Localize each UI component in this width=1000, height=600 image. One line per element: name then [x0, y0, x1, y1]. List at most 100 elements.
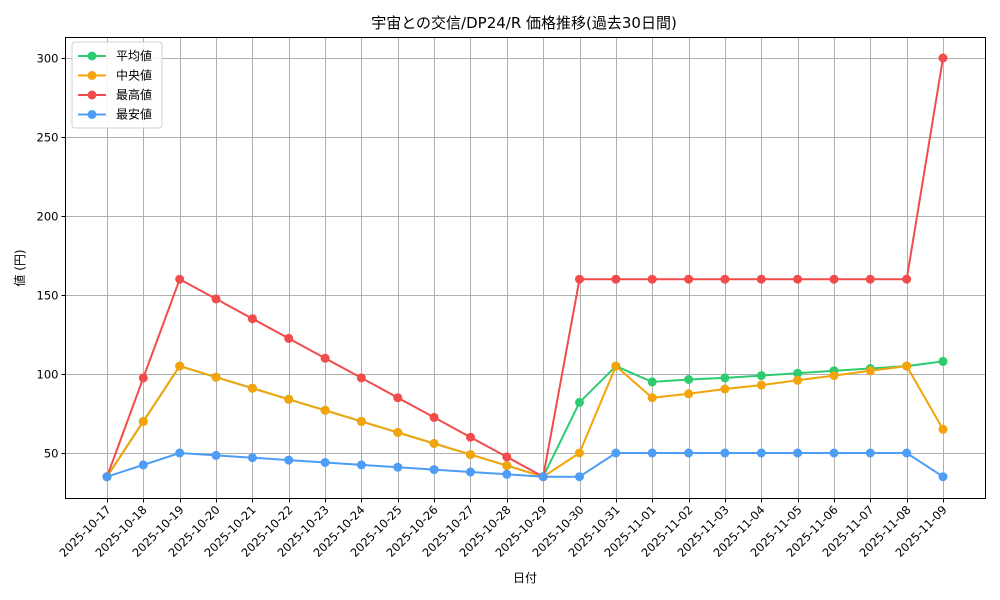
- data-point: [902, 361, 912, 371]
- y-tick-label: 100: [37, 368, 59, 382]
- data-point: [284, 455, 294, 465]
- series-3: [102, 448, 948, 482]
- data-point: [647, 393, 657, 403]
- data-point: [720, 384, 730, 394]
- y-tick-label: 300: [37, 52, 59, 66]
- grid-lines: [65, 37, 986, 499]
- legend-marker-icon: [87, 90, 97, 100]
- legend-marker-icon: [87, 110, 97, 119]
- data-point: [175, 448, 185, 458]
- series-line: [106, 452, 944, 478]
- data-point: [902, 448, 912, 458]
- legend-label: 最高値: [116, 87, 152, 102]
- data-point: [211, 450, 221, 460]
- data-point: [865, 448, 875, 458]
- data-point: [393, 428, 403, 437]
- legend-item: 最安値: [78, 107, 152, 122]
- data-point: [247, 453, 257, 463]
- data-point: [902, 274, 912, 284]
- y-axis-ticks: 50 100 150 200 250 300: [37, 52, 66, 461]
- series-line: [106, 57, 944, 478]
- data-point: [793, 375, 803, 385]
- legend-item: 最高値: [78, 87, 152, 102]
- data-point: [829, 371, 839, 381]
- y-axis-label: 値 (円): [12, 249, 27, 286]
- x-axis-label: 日付: [513, 571, 537, 585]
- data-point: [320, 353, 330, 363]
- series-1: [102, 361, 948, 482]
- data-point: [429, 439, 439, 448]
- data-point: [793, 274, 803, 284]
- data-point: [611, 361, 621, 371]
- data-point: [466, 432, 475, 442]
- data-point: [793, 448, 803, 458]
- data-series: [102, 53, 948, 482]
- data-point: [247, 314, 257, 324]
- data-point: [429, 412, 439, 422]
- data-point: [684, 448, 694, 458]
- data-point: [102, 472, 112, 482]
- data-point: [756, 371, 766, 381]
- data-point: [502, 452, 512, 462]
- data-point: [284, 394, 294, 404]
- data-point: [756, 380, 766, 390]
- series-0: [102, 356, 948, 482]
- data-point: [393, 462, 403, 472]
- data-point: [356, 373, 366, 383]
- legend-label: 平均値: [116, 48, 152, 63]
- data-point: [138, 373, 148, 383]
- data-point: [611, 448, 621, 458]
- data-point: [720, 448, 730, 458]
- data-point: [684, 375, 694, 384]
- y-tick-label: 250: [37, 131, 59, 145]
- data-point: [793, 368, 803, 378]
- data-point: [575, 448, 584, 458]
- y-tick-label: 150: [37, 289, 59, 303]
- data-point: [684, 274, 694, 284]
- data-point: [284, 333, 294, 343]
- data-point: [320, 458, 330, 467]
- data-point: [938, 472, 948, 482]
- x-axis-ticks: 2025-10-172025-10-182025-10-192025-10-20…: [56, 498, 950, 560]
- data-point: [756, 274, 766, 284]
- data-point: [211, 372, 221, 382]
- legend-label: 最安値: [116, 107, 152, 122]
- series-2: [102, 53, 948, 482]
- data-point: [356, 460, 366, 470]
- data-point: [466, 450, 475, 460]
- data-point: [575, 397, 584, 407]
- data-point: [938, 356, 948, 366]
- legend-marker-icon: [87, 51, 97, 61]
- data-point: [138, 460, 148, 470]
- y-tick-label: 50: [44, 447, 59, 461]
- data-point: [320, 405, 330, 415]
- legend-item: 平均値: [78, 48, 152, 63]
- data-point: [138, 416, 148, 426]
- data-point: [647, 448, 657, 458]
- series-line: [106, 365, 944, 478]
- legend-label: 中央値: [116, 68, 152, 83]
- plot-frame: [65, 37, 986, 499]
- data-point: [720, 373, 730, 383]
- data-point: [647, 377, 657, 387]
- y-tick-label: 200: [37, 210, 59, 224]
- data-point: [175, 361, 185, 371]
- data-point: [829, 274, 839, 284]
- data-point: [429, 465, 439, 475]
- data-point: [684, 389, 694, 399]
- data-point: [575, 274, 584, 284]
- data-point: [502, 469, 512, 479]
- data-point: [575, 472, 584, 482]
- legend-item: 中央値: [78, 68, 152, 83]
- data-point: [829, 448, 839, 458]
- data-point: [865, 274, 875, 284]
- data-point: [466, 467, 475, 477]
- data-point: [611, 274, 621, 284]
- data-point: [865, 366, 875, 376]
- data-point: [720, 274, 730, 284]
- data-point: [247, 383, 257, 393]
- data-point: [356, 416, 366, 426]
- data-point: [211, 294, 221, 304]
